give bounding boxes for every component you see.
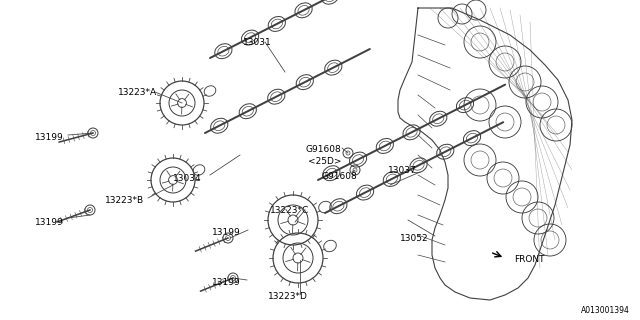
Text: 13031: 13031: [243, 38, 272, 47]
Text: 13223*D: 13223*D: [268, 292, 308, 301]
Text: 13052: 13052: [400, 234, 429, 243]
Text: 13199: 13199: [35, 133, 64, 142]
Text: G91608: G91608: [322, 172, 358, 181]
Text: FRONT: FRONT: [514, 255, 545, 264]
Text: 13223*A: 13223*A: [118, 88, 157, 97]
Text: 13223*C: 13223*C: [270, 206, 309, 215]
Text: 13199: 13199: [212, 278, 241, 287]
Text: G91608: G91608: [305, 145, 340, 154]
Text: 13199: 13199: [212, 228, 241, 237]
Text: 13223*B: 13223*B: [105, 196, 144, 205]
Text: 13037: 13037: [388, 166, 417, 175]
Text: A013001394: A013001394: [581, 306, 630, 315]
Text: 13034: 13034: [173, 174, 202, 183]
Text: <25D>: <25D>: [308, 157, 342, 166]
Text: 13199: 13199: [35, 218, 64, 227]
